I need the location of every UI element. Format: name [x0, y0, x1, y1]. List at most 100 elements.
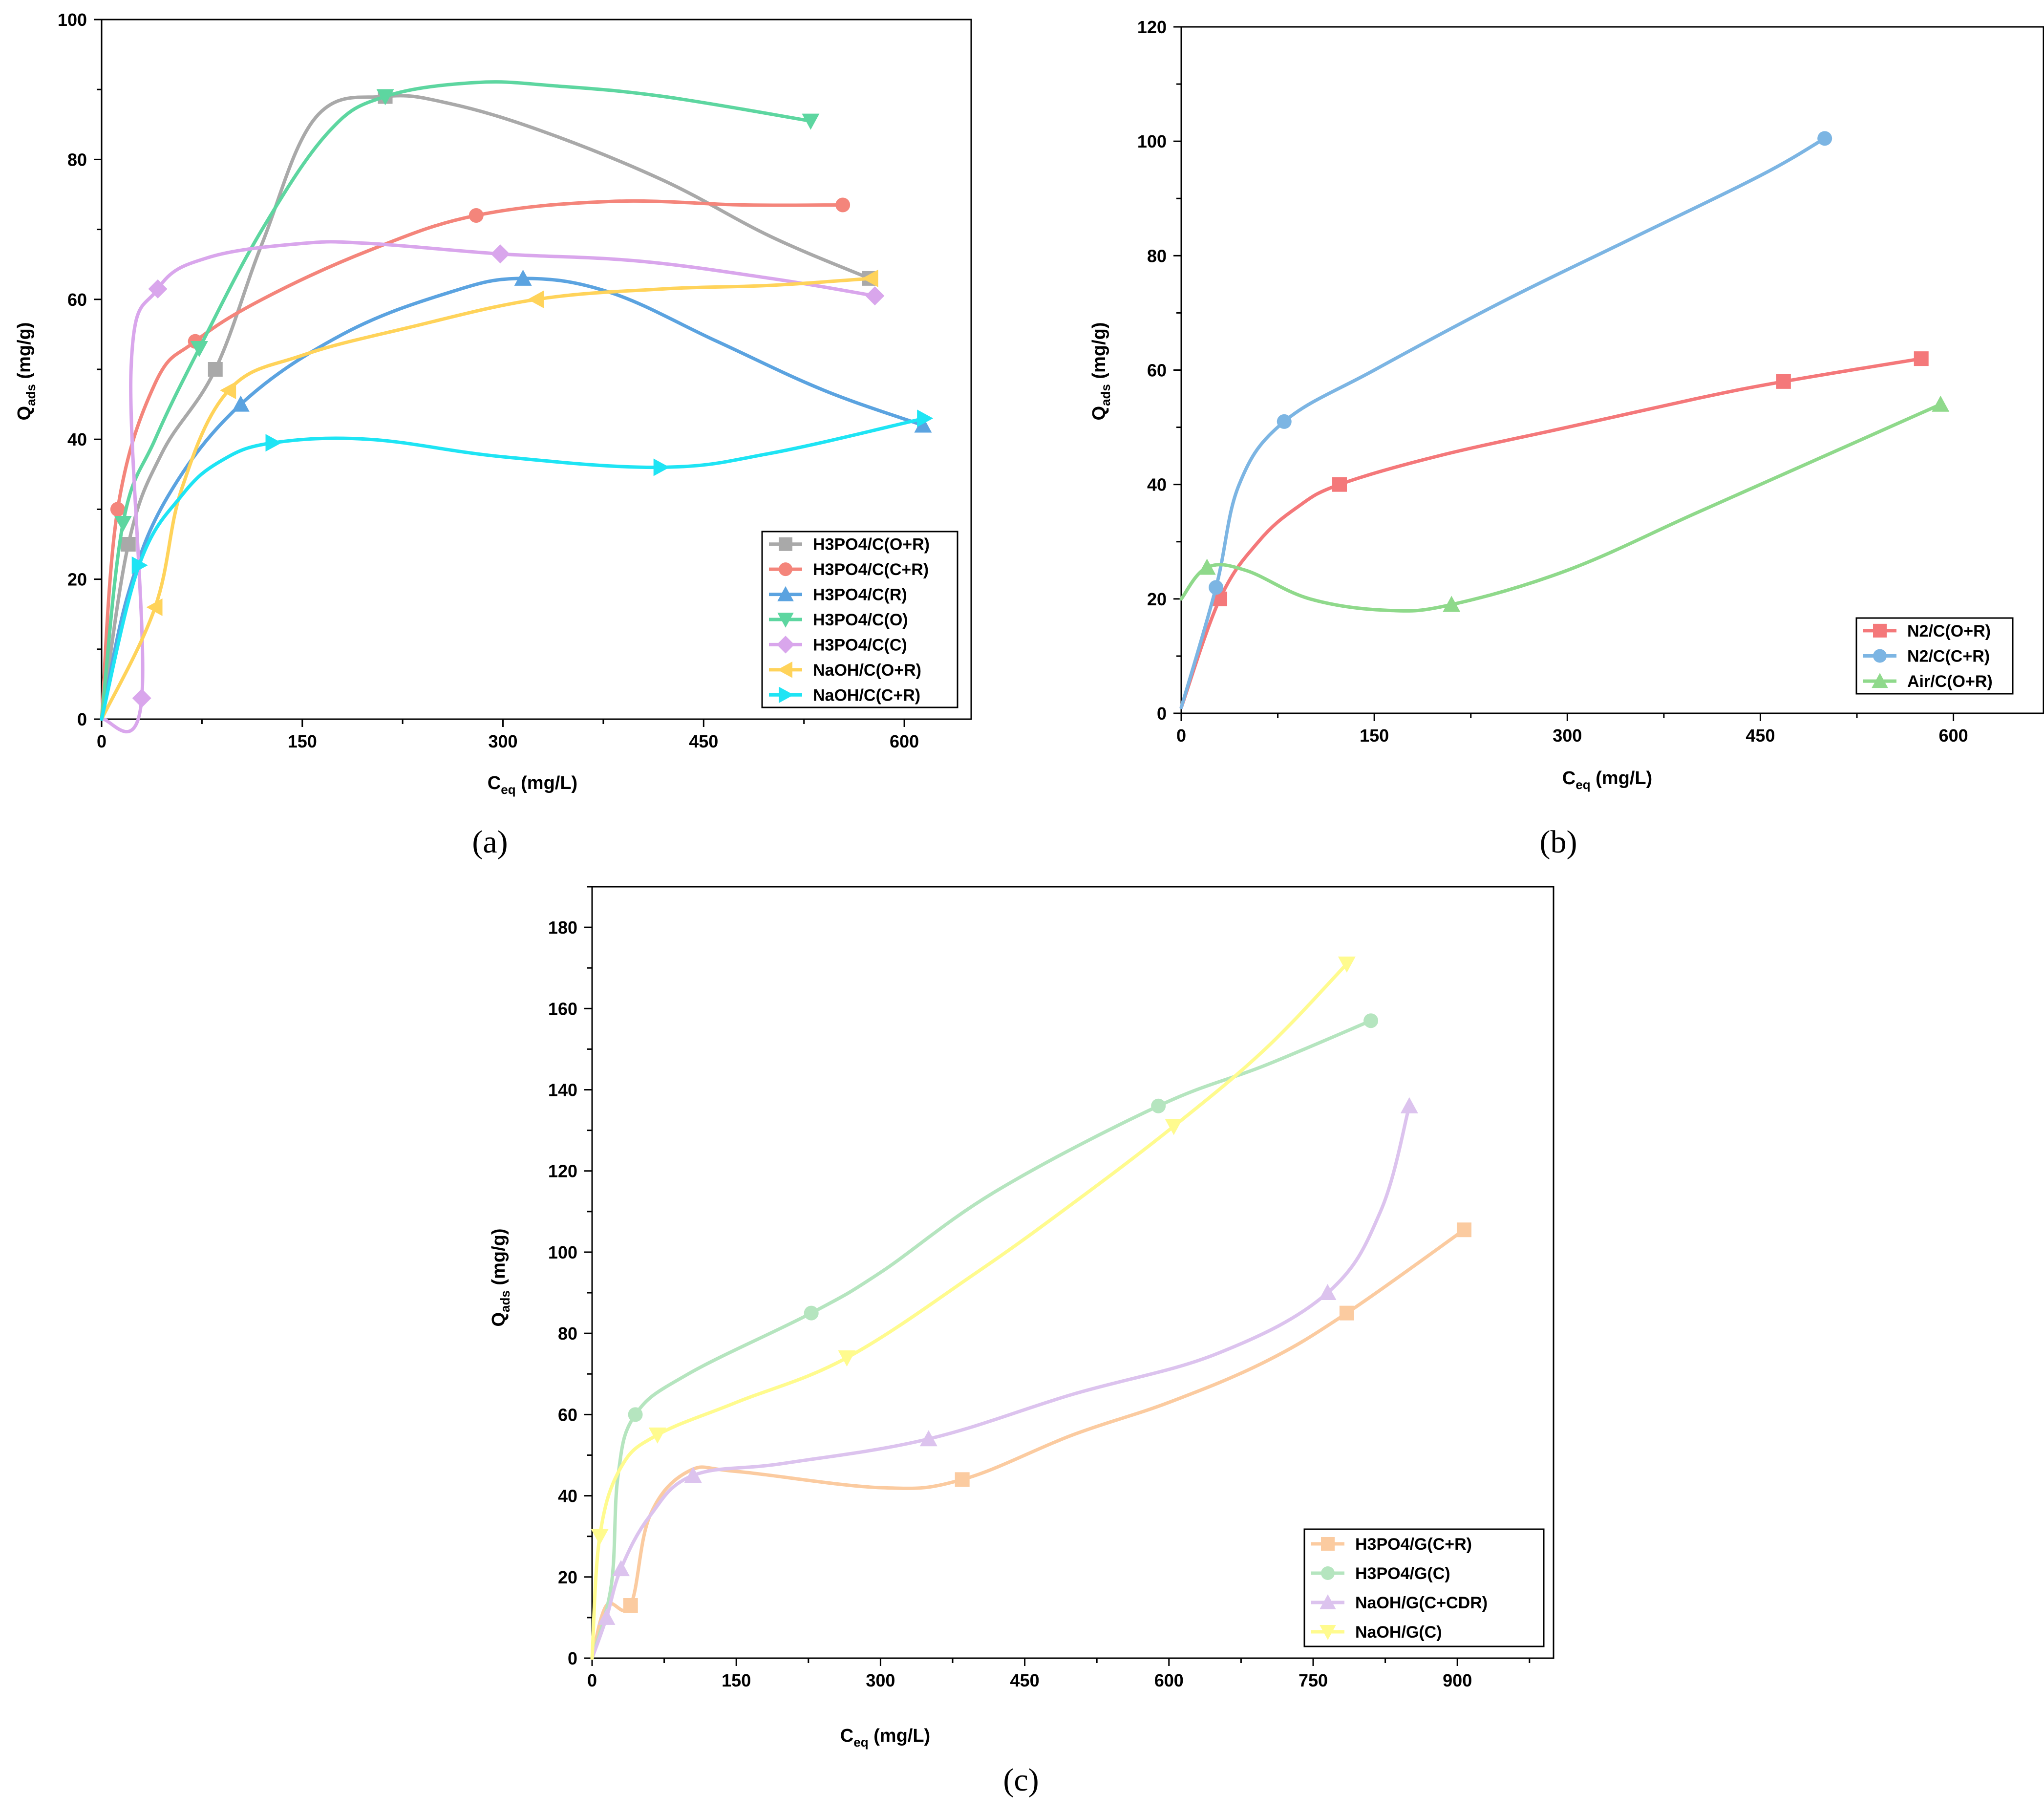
x-tick-label: 150 [722, 1670, 751, 1690]
panel-label-a: (a) [472, 824, 508, 860]
legend-box [1303, 1528, 1545, 1647]
y-tick-label: 40 [67, 429, 87, 449]
legend-label: H3PO4/C(C) [813, 636, 907, 654]
data-point [1443, 596, 1461, 612]
x-tick-label: 600 [890, 731, 919, 751]
series-H3PO4/C(C+R) [100, 197, 851, 721]
data-point [114, 516, 132, 533]
series-line [100, 277, 925, 721]
series-line [1179, 357, 1923, 709]
data-point [1932, 395, 1950, 412]
y-tick-label: 60 [558, 1405, 577, 1425]
data-point [490, 244, 510, 264]
legend-marker [1873, 623, 1887, 638]
y-tick-label: 0 [77, 709, 87, 729]
y-tick-label: 120 [548, 1161, 577, 1181]
data-point [265, 434, 282, 452]
x-axis-title-b: Ceq (mg/L) [1562, 768, 1652, 792]
legend-b: N2/C(O+R) N2/C(C+R) Air/C(O+R) [1855, 617, 2014, 695]
x-tick-label: 450 [1010, 1670, 1040, 1690]
data-point [468, 208, 484, 223]
legend-label: NaOH/C(O+R) [813, 661, 921, 680]
series-line [590, 962, 1349, 1660]
data-point [1776, 374, 1791, 389]
data-point [208, 362, 223, 377]
data-point [232, 395, 250, 412]
data-point [1198, 558, 1216, 575]
y-tick-label: 100 [58, 10, 87, 30]
series-H3PO4/G(C+R) [590, 1222, 1471, 1660]
data-point [121, 537, 136, 552]
legend-a: H3PO4/C(O+R) H3PO4/C(C+R) H3PO4/C(R) H3PO4/… [761, 531, 958, 708]
y-tick-label: 120 [1137, 17, 1167, 37]
legend-marker [777, 613, 794, 628]
legend-label: H3PO4/G(C+R) [1355, 1535, 1472, 1554]
y-axis-title-c: Qads (mg/g) [489, 1228, 512, 1326]
data-point [376, 89, 394, 106]
series-line [100, 277, 873, 721]
data-point [1339, 1305, 1354, 1321]
data-point [862, 269, 878, 287]
x-tick-label: 150 [1360, 726, 1389, 746]
y-tick-label: 20 [67, 570, 87, 590]
series-line [100, 94, 872, 721]
y-tick-label: 140 [548, 1080, 577, 1100]
data-point [1363, 1013, 1379, 1028]
series-line [590, 1019, 1373, 1660]
series-H3PO4/C(O) [100, 80, 820, 721]
data-point [835, 197, 851, 213]
data-point [802, 113, 820, 130]
x-tick-label: 300 [488, 731, 517, 751]
data-point [917, 409, 934, 427]
data-point [623, 1598, 638, 1613]
data-point [612, 1560, 630, 1577]
series-line [1179, 403, 1942, 613]
x-tick-label: 450 [689, 731, 718, 751]
x-tick-label: 300 [1553, 726, 1582, 746]
legend-label: N2/C(C+R) [1907, 647, 1990, 666]
legend-marker [1321, 1566, 1335, 1580]
data-point [955, 1472, 970, 1487]
legend-marker [1873, 649, 1887, 663]
data-point [1332, 477, 1347, 492]
x-tick-label: 0 [1176, 726, 1186, 746]
data-point [919, 1430, 937, 1447]
data-point [865, 286, 885, 306]
series-H3PO4/C(R) [100, 269, 932, 721]
legend-marker [779, 537, 792, 551]
legend-label: N2/C(O+R) [1907, 622, 1991, 641]
data-point [110, 502, 125, 517]
data-point [684, 1467, 702, 1483]
series-H3PO4/G(C) [590, 1013, 1379, 1660]
y-tick-label: 80 [558, 1324, 577, 1344]
x-tick-label: 750 [1299, 1670, 1328, 1690]
legend-label: H3PO4/C(O+R) [813, 535, 930, 554]
data-point [132, 688, 151, 708]
data-point [1277, 414, 1292, 429]
data-point [131, 556, 148, 574]
plot-frame-c [591, 886, 1554, 1659]
y-tick-label: 0 [568, 1648, 577, 1668]
panel-label-b: (b) [1540, 824, 1577, 860]
series-N2/C(C+R) [1179, 131, 1832, 709]
legend-marker [1321, 1537, 1335, 1551]
legend-c: H3PO4/G(C+R) H3PO4/G(C) NaOH/G(C+CDR) NaOH/… [1303, 1528, 1545, 1647]
series-NaOH/C(O+R) [100, 269, 878, 721]
data-point [148, 279, 168, 299]
chart-panel-b: 0 150 300 450 600 0 20 40 60 80 100 120 Ceq (mg/L) Qa… [1089, 17, 2044, 860]
legend-marker [1320, 1625, 1336, 1640]
y-axis-title-a: Qads (mg/g) [14, 322, 38, 420]
series-line [590, 1104, 1411, 1660]
data-point [1209, 580, 1224, 595]
data-point [628, 1407, 643, 1422]
data-point [1165, 1119, 1183, 1135]
data-point [838, 1350, 856, 1367]
data-point [514, 269, 532, 286]
data-point [1319, 1284, 1337, 1301]
x-tick-label: 0 [587, 1670, 597, 1690]
data-point [1338, 956, 1356, 973]
series-line [1179, 136, 1827, 709]
legend-marker [777, 662, 792, 678]
x-tick-label: 150 [288, 731, 317, 751]
